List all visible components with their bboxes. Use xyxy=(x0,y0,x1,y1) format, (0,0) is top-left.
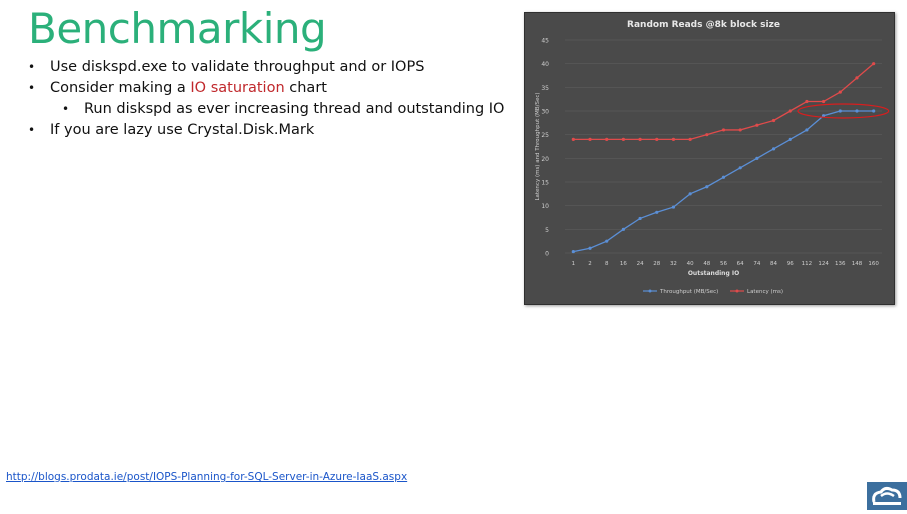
data-point xyxy=(771,147,776,151)
data-point xyxy=(822,114,826,118)
bullet-crystal-disk-mark: If you are lazy use Crystal.Disk.Mark xyxy=(28,120,504,141)
y-tick-label: 15 xyxy=(541,180,549,187)
data-point xyxy=(588,137,592,141)
x-tick-label: 40 xyxy=(687,261,694,267)
bullet-saturation-chart: Consider making a IO saturation chart xyxy=(28,78,504,99)
data-point xyxy=(855,76,859,80)
data-point xyxy=(822,99,826,104)
x-tick-label: 1 xyxy=(572,261,576,267)
data-point xyxy=(655,210,659,214)
bullet-text: If you are lazy use Crystal.Disk.Mark xyxy=(50,122,315,138)
data-point xyxy=(638,137,642,141)
x-tick-label: 74 xyxy=(753,261,760,267)
x-tick-label: 24 xyxy=(637,261,644,267)
y-tick-label: 35 xyxy=(541,85,549,92)
x-tick-label: 56 xyxy=(720,261,727,267)
data-point xyxy=(838,109,842,113)
data-point xyxy=(805,99,809,104)
x-tick-label: 124 xyxy=(818,261,829,267)
y-tick-label: 0 xyxy=(545,251,549,258)
x-tick-label: 160 xyxy=(868,261,879,267)
data-point xyxy=(755,156,759,160)
data-point xyxy=(788,109,792,113)
y-tick-label: 5 xyxy=(545,227,549,234)
data-point xyxy=(705,133,709,137)
data-point xyxy=(571,137,575,141)
x-tick-label: 136 xyxy=(835,261,846,267)
bullet-list: Use diskspd.exe to validate throughput a… xyxy=(28,57,504,141)
y-tick-label: 20 xyxy=(541,156,549,163)
series-line-throughput xyxy=(573,110,874,253)
x-tick-label: 148 xyxy=(852,261,863,267)
data-point xyxy=(571,249,575,254)
x-tick-label: 96 xyxy=(787,261,794,267)
data-point xyxy=(838,90,842,94)
bullet-text-pre: Consider making a xyxy=(50,80,191,96)
data-point xyxy=(872,62,876,66)
data-point xyxy=(671,137,676,141)
x-axis-label: Outstanding IO xyxy=(688,270,739,277)
x-tick-label: 112 xyxy=(802,261,813,267)
x-tick-label: 8 xyxy=(605,261,609,267)
bullet-text: Use diskspd.exe to validate throughput a… xyxy=(50,59,425,75)
y-tick-label: 40 xyxy=(541,61,549,68)
legend-marker xyxy=(735,289,739,293)
data-point xyxy=(671,205,676,209)
y-axis-label: Latency (ms) and Throughput (MB/Sec) xyxy=(535,92,541,200)
chart-svg: Random Reads @8k block size 0 5 10 15 20 25 30 3… xyxy=(535,20,890,295)
y-tick-label: 45 xyxy=(541,38,549,45)
y-tick-label: 30 xyxy=(541,109,549,116)
data-point xyxy=(588,246,592,250)
x-tick-label: 84 xyxy=(770,261,777,267)
bullet-text-post: chart xyxy=(284,80,327,96)
legend-label: Latency (ms) xyxy=(747,289,783,295)
data-point xyxy=(638,216,642,221)
series-line-latency xyxy=(573,63,875,141)
data-point xyxy=(621,227,625,231)
data-point xyxy=(738,128,742,132)
data-point xyxy=(688,192,692,196)
io-saturation-chart: Random Reads @8k block size 0 5 10 15 20 25 30 3… xyxy=(524,12,895,305)
y-tick-label: 10 xyxy=(541,203,549,210)
sub-bullet-run-diskspd: Run diskspd as ever increasing thread an… xyxy=(28,99,504,120)
data-point xyxy=(705,185,709,189)
x-tick-label: 16 xyxy=(620,261,627,267)
data-point xyxy=(605,137,609,141)
x-tick-label: 48 xyxy=(703,261,710,267)
data-point xyxy=(621,137,625,141)
data-point xyxy=(771,118,776,123)
highlight-io-saturation: IO saturation xyxy=(190,80,285,96)
blog-link[interactable]: http://blogs.prodata.ie/post/IOPS-Planni… xyxy=(6,471,408,483)
cloud-logo-icon-svg xyxy=(872,486,902,505)
slide-title: Benchmarking xyxy=(28,4,327,53)
data-point xyxy=(788,137,792,141)
chart-title: Random Reads @8k block size xyxy=(627,20,780,30)
bullet-text: Run diskspd as ever increasing thread an… xyxy=(84,101,505,117)
data-point xyxy=(655,137,659,141)
x-tick-label: 28 xyxy=(653,261,660,267)
data-point xyxy=(721,128,726,132)
data-point xyxy=(721,175,726,179)
x-tick-label: 64 xyxy=(737,261,744,267)
data-point xyxy=(805,128,809,132)
data-point xyxy=(755,123,759,127)
cloud-logo-icon xyxy=(867,482,907,510)
x-tick-label: 2 xyxy=(588,261,592,267)
data-point xyxy=(872,109,876,113)
x-tick-label: 32 xyxy=(670,261,677,267)
saturation-annotation xyxy=(797,103,890,119)
legend-marker xyxy=(648,289,652,293)
bullet-diskspd: Use diskspd.exe to validate throughput a… xyxy=(28,57,504,78)
data-point xyxy=(738,166,742,170)
legend-label: Throughput (MB/Sec) xyxy=(659,289,718,295)
data-point xyxy=(855,109,859,113)
data-point xyxy=(605,239,609,243)
data-point xyxy=(688,137,692,141)
y-tick-label: 25 xyxy=(541,132,549,139)
